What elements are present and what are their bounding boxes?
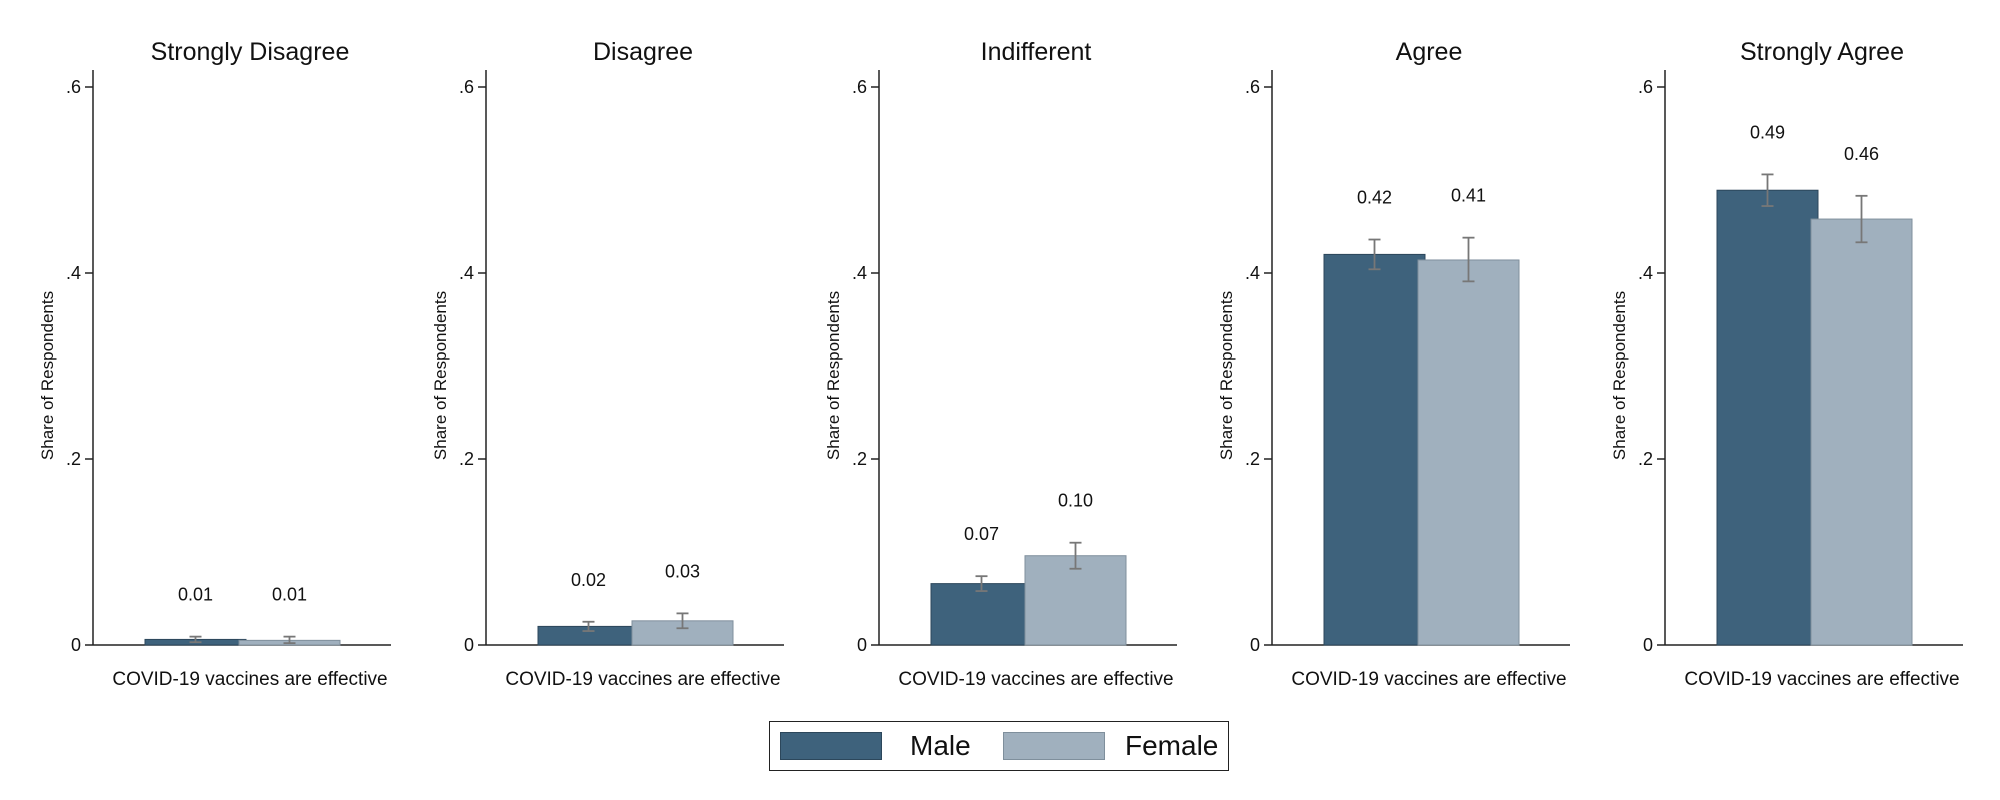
- y-tick-label: .2: [1245, 449, 1260, 469]
- y-tick-label: 0: [71, 635, 81, 655]
- y-tick-label: .4: [852, 263, 867, 283]
- y-axis-title: Share of Respondents: [38, 291, 57, 460]
- y-tick-label: .4: [66, 263, 81, 283]
- bar-value-label: 0.01: [272, 585, 307, 605]
- y-tick-label: .4: [1245, 263, 1260, 283]
- y-tick-label: .2: [459, 449, 474, 469]
- y-tick-label: .6: [1638, 77, 1653, 97]
- bar-male: [1716, 189, 1819, 646]
- bar-female: [1810, 218, 1913, 646]
- y-tick-label: .4: [459, 263, 474, 283]
- y-axis-title: Share of Respondents: [824, 291, 843, 460]
- x-axis-title: COVID-19 vaccines are effective: [1684, 669, 1959, 690]
- panel-title: Strongly Disagree: [151, 38, 350, 66]
- legend-swatch-male: [780, 732, 882, 760]
- x-axis-title: COVID-19 vaccines are effective: [1291, 669, 1566, 690]
- y-axis-title: Share of Respondents: [431, 291, 450, 460]
- y-axis-title: Share of Respondents: [1217, 291, 1236, 460]
- y-tick-label: 0: [1250, 635, 1260, 655]
- bar-value-label: 0.07: [964, 524, 999, 544]
- y-tick-label: .2: [852, 449, 867, 469]
- y-tick-label: .4: [1638, 263, 1653, 283]
- bar-value-label: 0.46: [1844, 144, 1879, 164]
- y-tick-label: .6: [66, 77, 81, 97]
- x-axis-title: COVID-19 vaccines are effective: [505, 669, 780, 690]
- bar-value-label: 0.42: [1357, 188, 1392, 208]
- bar-value-label: 0.10: [1058, 491, 1093, 511]
- y-axis-title: Share of Respondents: [1610, 291, 1629, 460]
- bar-female: [1024, 555, 1127, 646]
- legend-swatch-female: [1003, 732, 1105, 760]
- bar-female: [1417, 259, 1520, 646]
- x-axis-title: COVID-19 vaccines are effective: [898, 669, 1173, 690]
- panel-title: Strongly Agree: [1740, 38, 1904, 66]
- y-tick-label: .6: [459, 77, 474, 97]
- y-tick-label: .6: [852, 77, 867, 97]
- y-tick-label: .2: [1638, 449, 1653, 469]
- y-tick-label: .6: [1245, 77, 1260, 97]
- legend: Male Female: [769, 721, 1229, 771]
- legend-label-female: Female: [1125, 730, 1219, 761]
- bar-male: [930, 583, 1033, 646]
- bar-male: [1323, 253, 1426, 646]
- y-tick-label: .2: [66, 449, 81, 469]
- bar-value-label: 0.03: [665, 561, 700, 581]
- panel-title: Indifferent: [981, 38, 1092, 66]
- bar-value-label: 0.01: [178, 585, 213, 605]
- bar-value-label: 0.49: [1750, 122, 1785, 142]
- y-tick-label: 0: [464, 635, 474, 655]
- y-tick-label: 0: [1643, 635, 1653, 655]
- bar-value-label: 0.02: [571, 570, 606, 590]
- legend-label-male: Male: [910, 730, 971, 761]
- panel-title: Disagree: [593, 38, 693, 66]
- y-tick-label: 0: [857, 635, 867, 655]
- bar-value-label: 0.41: [1451, 186, 1486, 206]
- x-axis-title: COVID-19 vaccines are effective: [112, 669, 387, 690]
- panel-title: Agree: [1396, 38, 1463, 66]
